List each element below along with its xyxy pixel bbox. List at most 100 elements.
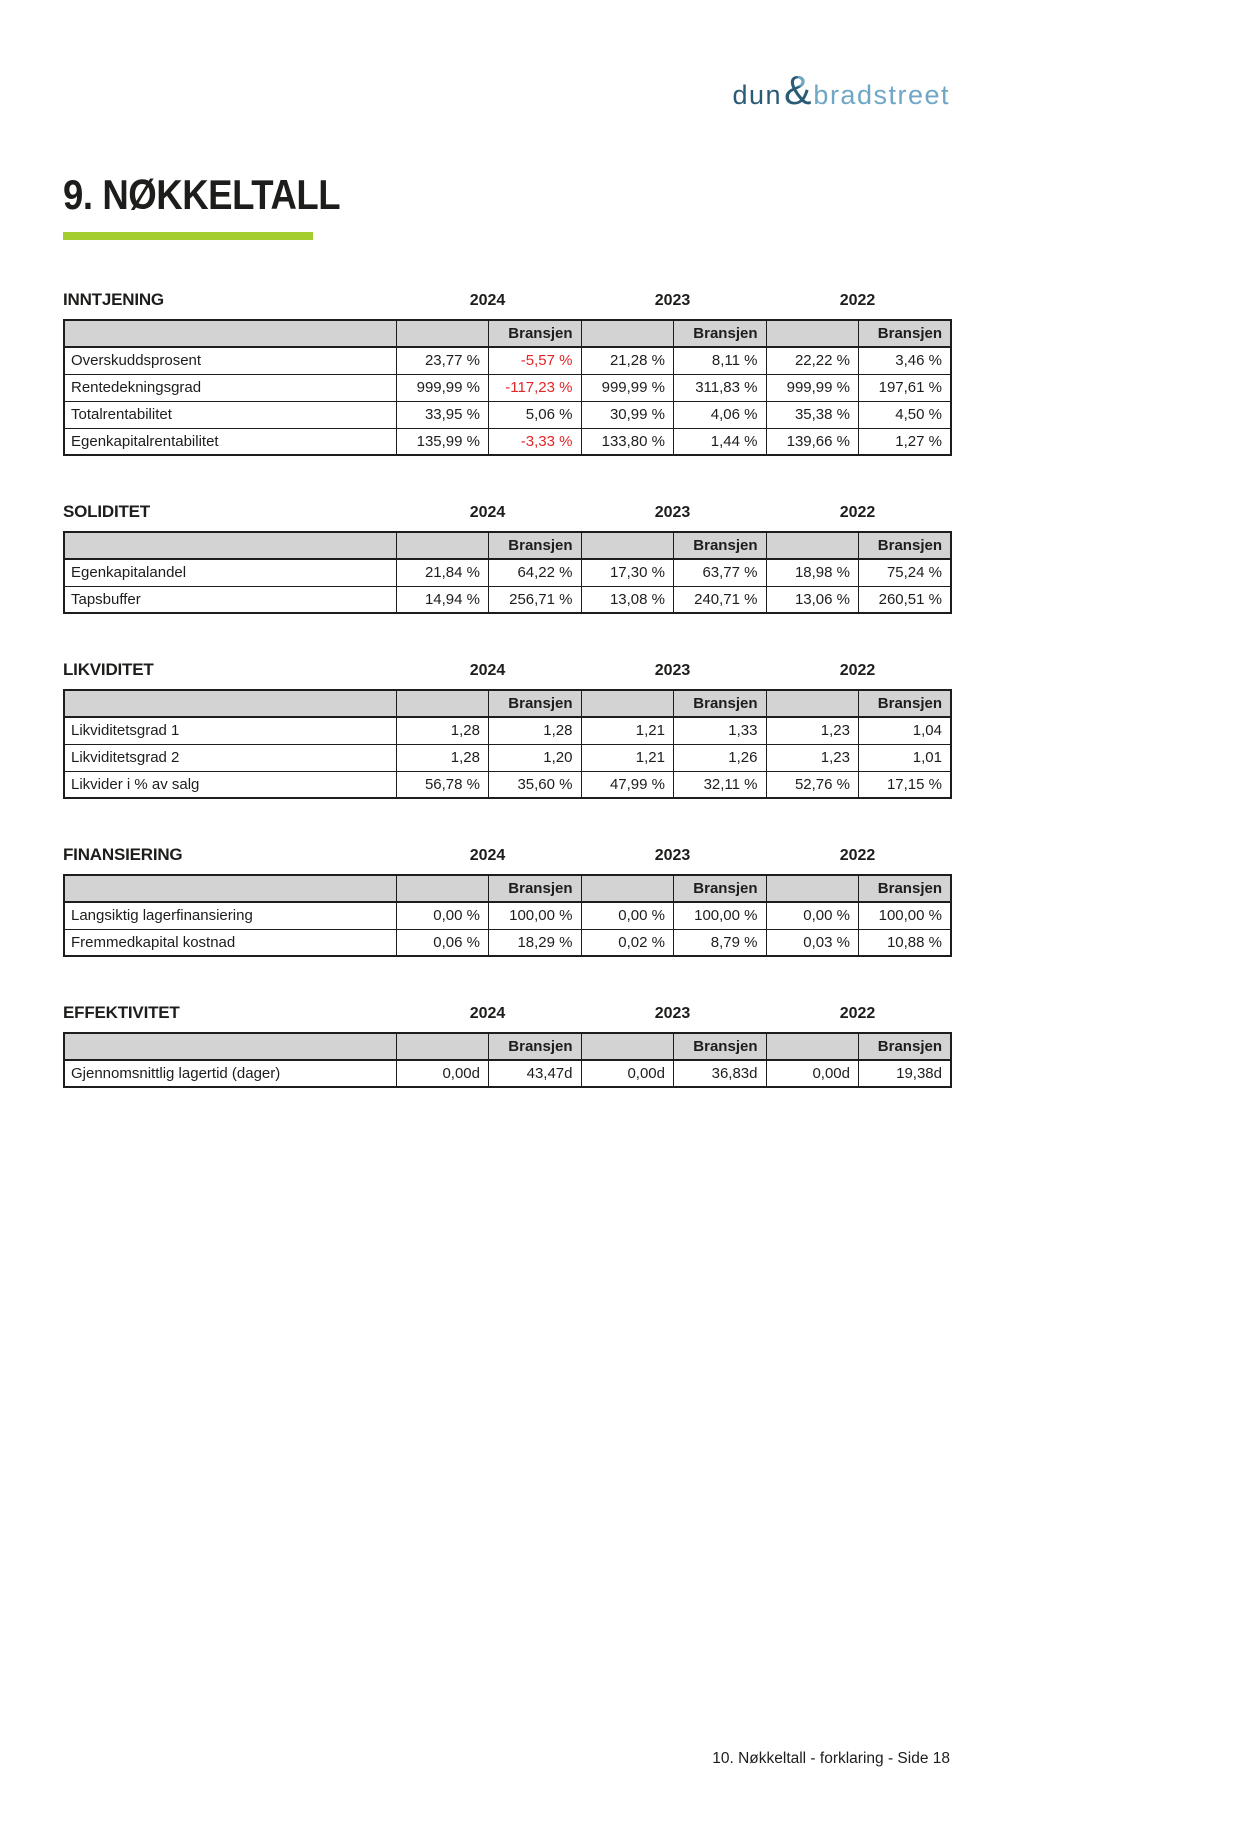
page-footer: 10. Nøkkeltall - forklaring - Side 18 bbox=[712, 1750, 950, 1767]
value-cell: 197,61 % bbox=[858, 373, 952, 402]
table-row: Likvider i % av salg 56,78 % 35,60 % 47,99 … bbox=[63, 770, 952, 799]
value-cell: 133,80 % bbox=[580, 427, 674, 456]
value-cell: 21,84 % bbox=[395, 558, 489, 587]
row-label: Likvider i % av salg bbox=[63, 770, 397, 799]
section-title: SOLIDITET bbox=[63, 502, 150, 521]
value-cell: 36,83d bbox=[673, 1059, 767, 1088]
value-cell: 0,06 % bbox=[395, 928, 489, 957]
value-cell: 999,99 % bbox=[580, 373, 674, 402]
year-label: 2022 bbox=[839, 504, 876, 521]
table-row: Overskuddsprosent 23,77 % -5,57 % 21,28 % 8,… bbox=[63, 346, 952, 375]
value-cell: 32,11 % bbox=[673, 770, 767, 799]
value-cell: 8,11 % bbox=[673, 346, 767, 375]
bransjen-header-cell: Bransjen bbox=[858, 689, 952, 718]
table-row: Likviditetsgrad 2 1,28 1,20 1,21 1,26 1,23 1,0… bbox=[63, 743, 952, 772]
header-blank-value-cell bbox=[765, 689, 859, 718]
value-cell: 1,26 bbox=[673, 743, 767, 772]
section-title: FINANSIERING bbox=[63, 845, 183, 864]
year-label: 2024 bbox=[469, 504, 506, 521]
row-label: Likviditetsgrad 1 bbox=[63, 716, 397, 745]
value-cell: 43,47d bbox=[488, 1059, 582, 1088]
value-cell: 311,83 % bbox=[673, 373, 767, 402]
header-blank-value-cell bbox=[765, 319, 859, 348]
header-blank-value-cell bbox=[765, 1032, 859, 1061]
table-header-row: Bransjen Bransjen Bransjen bbox=[63, 1032, 952, 1061]
value-cell: 21,28 % bbox=[580, 346, 674, 375]
value-cell: 0,00 % bbox=[395, 901, 489, 930]
header-blank-label-cell bbox=[63, 689, 397, 718]
bransjen-header-cell: Bransjen bbox=[673, 1032, 767, 1061]
year-label: 2022 bbox=[839, 1005, 876, 1022]
bransjen-header-cell: Bransjen bbox=[858, 874, 952, 903]
logo-ampersand-dark: & bbox=[784, 67, 812, 113]
value-cell: 35,60 % bbox=[488, 770, 582, 799]
value-cell: 1,01 bbox=[858, 743, 952, 772]
bransjen-header-cell: Bransjen bbox=[488, 1032, 582, 1061]
value-cell: 17,15 % bbox=[858, 770, 952, 799]
value-cell: 1,21 bbox=[580, 716, 674, 745]
value-cell: 0,03 % bbox=[765, 928, 859, 957]
row-label: Egenkapitalandel bbox=[63, 558, 397, 587]
value-cell: 135,99 % bbox=[395, 427, 489, 456]
value-cell: 13,06 % bbox=[765, 585, 859, 614]
value-cell: 1,21 bbox=[580, 743, 674, 772]
bransjen-header-cell: Bransjen bbox=[858, 319, 952, 348]
value-cell: 1,28 bbox=[395, 716, 489, 745]
value-cell: 1,20 bbox=[488, 743, 582, 772]
section-header-row: LIKVIDITET 2024 2023 2022 bbox=[63, 660, 950, 680]
row-label: Langsiktig lagerfinansiering bbox=[63, 901, 397, 930]
year-label: 2024 bbox=[469, 292, 506, 309]
row-label: Tapsbuffer bbox=[63, 585, 397, 614]
section-title: EFFEKTIVITET bbox=[63, 1003, 180, 1022]
year-label: 2022 bbox=[839, 662, 876, 679]
logo-ampersand-icon: & & bbox=[784, 70, 811, 111]
row-label: Likviditetsgrad 2 bbox=[63, 743, 397, 772]
value-cell: 23,77 % bbox=[395, 346, 489, 375]
logo-ampersand-light: & bbox=[784, 67, 812, 113]
value-cell: 0,00d bbox=[765, 1059, 859, 1088]
value-cell: 8,79 % bbox=[673, 928, 767, 957]
value-cell: 18,98 % bbox=[765, 558, 859, 587]
value-cell: 56,78 % bbox=[395, 770, 489, 799]
value-cell: 35,38 % bbox=[765, 400, 859, 429]
value-cell: 1,23 bbox=[765, 716, 859, 745]
value-cell: 999,99 % bbox=[395, 373, 489, 402]
bransjen-header-cell: Bransjen bbox=[858, 1032, 952, 1061]
bransjen-header-cell: Bransjen bbox=[858, 531, 952, 560]
header-blank-value-cell bbox=[395, 319, 489, 348]
value-cell: -117,23 % bbox=[488, 373, 582, 402]
value-cell: 1,27 % bbox=[858, 427, 952, 456]
year-label: 2023 bbox=[654, 1005, 691, 1022]
year-label: 2024 bbox=[469, 662, 506, 679]
section-title: INNTJENING bbox=[63, 290, 164, 309]
row-label: Rentedekningsgrad bbox=[63, 373, 397, 402]
bransjen-header-cell: Bransjen bbox=[673, 319, 767, 348]
value-cell: 1,04 bbox=[858, 716, 952, 745]
value-cell: 1,33 bbox=[673, 716, 767, 745]
value-cell: 47,99 % bbox=[580, 770, 674, 799]
value-cell: 100,00 % bbox=[488, 901, 582, 930]
bransjen-header-cell: Bransjen bbox=[673, 531, 767, 560]
bransjen-header-cell: Bransjen bbox=[673, 874, 767, 903]
header-blank-value-cell bbox=[395, 531, 489, 560]
section-header-row: SOLIDITET 2024 2023 2022 bbox=[63, 502, 950, 522]
ratio-table: Bransjen Bransjen Bransjen Likviditetsgrad… bbox=[63, 689, 952, 799]
header-blank-value-cell bbox=[395, 689, 489, 718]
value-cell: 1,28 bbox=[488, 716, 582, 745]
value-cell: 17,30 % bbox=[580, 558, 674, 587]
table-header-row: Bransjen Bransjen Bransjen bbox=[63, 874, 952, 903]
header-blank-value-cell bbox=[765, 874, 859, 903]
header-blank-value-cell bbox=[395, 874, 489, 903]
value-cell: 30,99 % bbox=[580, 400, 674, 429]
ratio-table: Bransjen Bransjen Bransjen Gjennomsnittlig… bbox=[63, 1032, 952, 1088]
page-title: 9. NØKKELTALL bbox=[63, 171, 341, 218]
table-row: Langsiktig lagerfinansiering 0,00 % 100,00… bbox=[63, 901, 952, 930]
table-row: Egenkapitalandel 21,84 % 64,22 % 17,30 % 63,… bbox=[63, 558, 952, 587]
value-cell: 1,44 % bbox=[673, 427, 767, 456]
table-row: Rentedekningsgrad 999,99 % -117,23 % 999,99… bbox=[63, 373, 952, 402]
header-blank-value-cell bbox=[765, 531, 859, 560]
year-label: 2023 bbox=[654, 662, 691, 679]
value-cell: 100,00 % bbox=[858, 901, 952, 930]
value-cell: -3,33 % bbox=[488, 427, 582, 456]
table-row: Egenkapitalrentabilitet 135,99 % -3,33 % 13… bbox=[63, 427, 952, 456]
